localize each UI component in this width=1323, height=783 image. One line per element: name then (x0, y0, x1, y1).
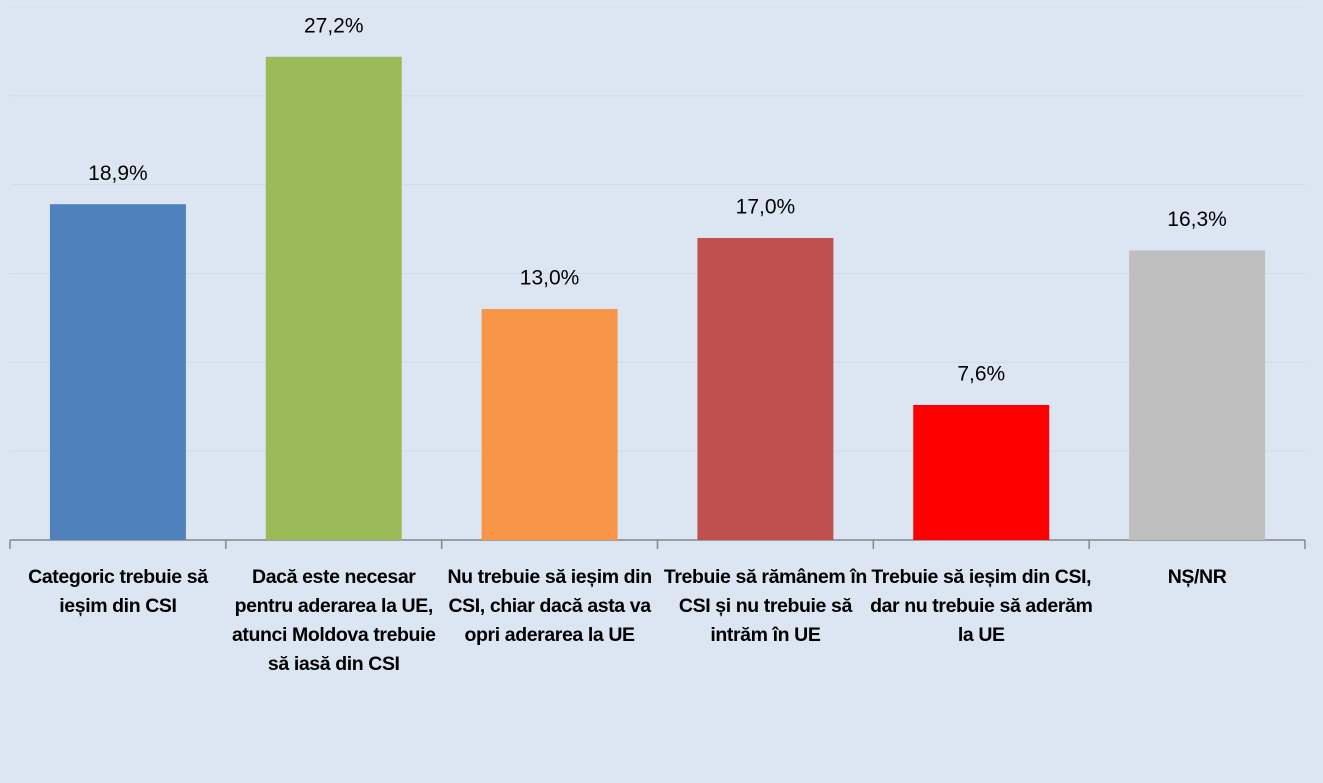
x-tick-label: Categoric trebuie să ieșim din CSI (28, 566, 208, 617)
bar (49, 204, 186, 540)
bar (1129, 250, 1266, 541)
bar (913, 404, 1050, 540)
x-tick-label: Trebuie să rămânem în CSI și nu trebuie … (663, 566, 867, 646)
value-label: 13,0% (520, 267, 580, 290)
bar (481, 309, 618, 540)
x-tick-label: Trebuie să ieșim din CSI, dar nu trebuie… (870, 566, 1093, 646)
value-label: 18,9% (88, 162, 148, 185)
x-tick-label: Nu trebuie să ieșim din CSI, chiar dacă … (447, 566, 652, 646)
bar (265, 56, 402, 540)
x-tick-label: NȘ/NR (1167, 566, 1227, 588)
value-label: 16,3% (1167, 208, 1227, 231)
x-tick-label: Dacă este necesar pentru aderarea la UE,… (231, 566, 436, 675)
value-label: 27,2% (304, 14, 364, 37)
value-label: 7,6% (957, 363, 1005, 386)
value-label: 17,0% (736, 196, 796, 219)
bar (697, 237, 834, 540)
